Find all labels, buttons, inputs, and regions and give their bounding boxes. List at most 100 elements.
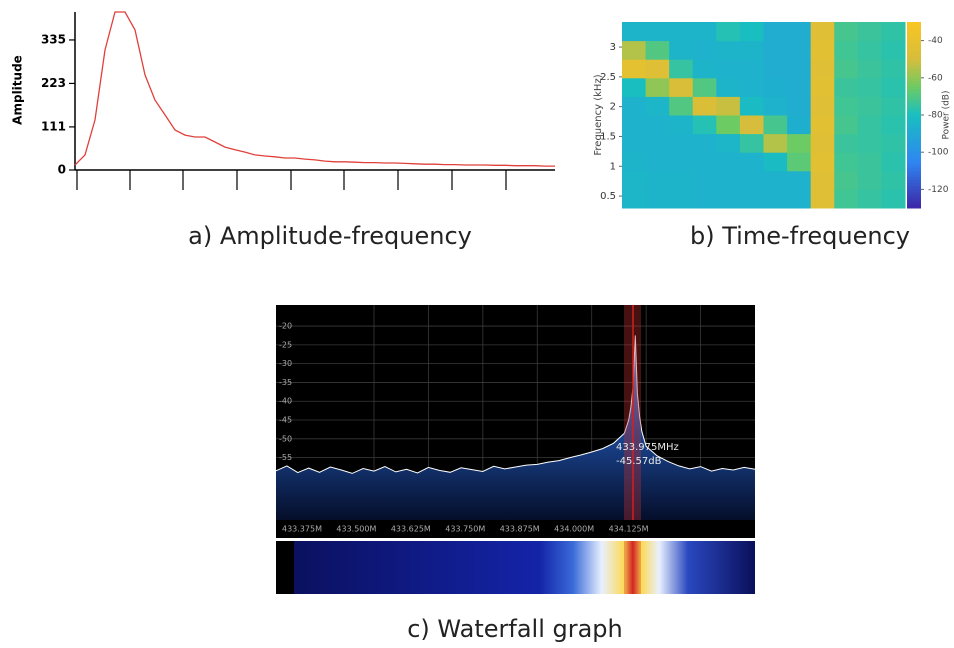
x-tick-label: 434.125M xyxy=(609,525,649,534)
heatmap-cell xyxy=(810,96,835,116)
colorbar-tick-label: -120 xyxy=(928,185,949,195)
colorbar-segment xyxy=(907,46,921,51)
heatmap-cell xyxy=(857,59,882,79)
heatmap-cell xyxy=(787,189,812,209)
colorbar-segment xyxy=(907,80,921,85)
y-tick-label: -25 xyxy=(279,340,292,349)
colorbar-segment xyxy=(907,115,921,119)
heatmap-cell xyxy=(787,115,812,135)
heatmap-cell xyxy=(669,170,694,190)
colorbar-segment xyxy=(907,136,921,141)
y-tick-label: -20 xyxy=(279,322,292,331)
heatmap-cell xyxy=(810,77,835,97)
heatmap-cell xyxy=(763,22,788,42)
y-tick-label: 3 xyxy=(610,42,616,53)
colorbar-segment xyxy=(907,77,921,82)
colorbar-segment xyxy=(907,192,921,197)
x-tick-label: 433.375M xyxy=(282,525,322,534)
y-tick-label: 2.5 xyxy=(600,72,616,83)
heatmap-cell xyxy=(669,96,694,116)
heatmap-cell xyxy=(739,152,764,172)
heatmap-cell xyxy=(716,22,741,42)
spectrum-line xyxy=(275,335,756,474)
heatmap-cell xyxy=(669,152,694,172)
colorbar-segment xyxy=(907,130,921,135)
heatmap-cell xyxy=(669,77,694,97)
colorbar-segment xyxy=(907,177,921,181)
colorbar-segment xyxy=(907,201,921,206)
heatmap-cell xyxy=(763,59,788,79)
heatmap-cell xyxy=(622,189,647,209)
heatmap-cell xyxy=(692,59,717,79)
heatmap-cell xyxy=(669,189,694,209)
heatmap-cell xyxy=(622,152,647,172)
colorbar-segment xyxy=(907,96,921,100)
heatmap-cell xyxy=(881,189,906,209)
heatmap-cell xyxy=(692,96,717,116)
colorbar-segment xyxy=(907,87,921,91)
colorbar-segment xyxy=(907,102,921,107)
heatmap-cell xyxy=(669,115,694,135)
colorbar-segment xyxy=(907,158,921,162)
annotation: -45.57dB xyxy=(616,456,662,467)
heatmap-cell xyxy=(763,189,788,209)
heatmap-cell xyxy=(857,77,882,97)
colorbar-segment xyxy=(907,155,921,159)
amplitude-line xyxy=(74,11,555,167)
heatmap-cell xyxy=(834,22,859,42)
heatmap-cell xyxy=(692,22,717,42)
colorbar-segment xyxy=(907,99,921,104)
heatmap-cell xyxy=(739,189,764,209)
colorbar-segment xyxy=(907,43,921,48)
heatmap-cell xyxy=(834,170,859,190)
heatmap-cell xyxy=(787,133,812,153)
colorbar-segment xyxy=(907,195,921,200)
heatmap-cell xyxy=(692,77,717,97)
heatmap-cell xyxy=(881,152,906,172)
y-tick-label: -55 xyxy=(279,453,292,462)
heatmap-cell xyxy=(739,40,764,60)
annotation: 433.975MHz xyxy=(616,442,679,453)
heatmap-cell xyxy=(692,152,717,172)
heatmap-cell xyxy=(857,189,882,209)
colorbar-segment xyxy=(907,149,921,153)
colorbar-segment xyxy=(907,146,921,150)
heatmap-cell xyxy=(834,40,859,60)
waterfall-edge xyxy=(276,541,294,594)
colorbar-segment xyxy=(907,68,921,73)
x-tick-label: 434.000M xyxy=(554,525,594,534)
heatmap-cell xyxy=(857,96,882,116)
colorbar-segment xyxy=(907,111,921,116)
heatmap-cell xyxy=(810,22,835,42)
heatmap-cell xyxy=(645,59,670,79)
heatmap-cell xyxy=(834,59,859,79)
heatmap-cell xyxy=(645,115,670,135)
heatmap-cell xyxy=(739,96,764,116)
heatmap-cell xyxy=(763,133,788,153)
y-tick-label: -50 xyxy=(279,434,292,443)
heatmap-cell xyxy=(857,170,882,190)
heatmap-cell xyxy=(669,40,694,60)
y-tick-label: 2 xyxy=(610,102,616,113)
heatmap-cell xyxy=(716,133,741,153)
colorbar-segment xyxy=(907,84,921,88)
heatmap-cell xyxy=(622,59,647,79)
heatmap-cell xyxy=(787,96,812,116)
heatmap-cell xyxy=(645,170,670,190)
heatmap-cell xyxy=(810,40,835,60)
heatmap-cell xyxy=(881,40,906,60)
heatmap-cell xyxy=(763,170,788,190)
y-tick-label: 1.5 xyxy=(600,131,616,142)
y-tick-label: 111 xyxy=(41,119,66,133)
y-tick-label: -30 xyxy=(279,359,292,368)
heatmap-cell xyxy=(881,77,906,97)
waterfall-marker xyxy=(624,541,641,594)
heatmap-cell xyxy=(692,115,717,135)
heatmap-cell xyxy=(739,22,764,42)
heatmap-cell xyxy=(787,170,812,190)
heatmap-cell xyxy=(787,40,812,60)
waterfall xyxy=(276,541,755,594)
heatmap-cell xyxy=(645,96,670,116)
colorbar-tick-label: -40 xyxy=(928,36,943,46)
colorbar-segment xyxy=(907,198,921,203)
